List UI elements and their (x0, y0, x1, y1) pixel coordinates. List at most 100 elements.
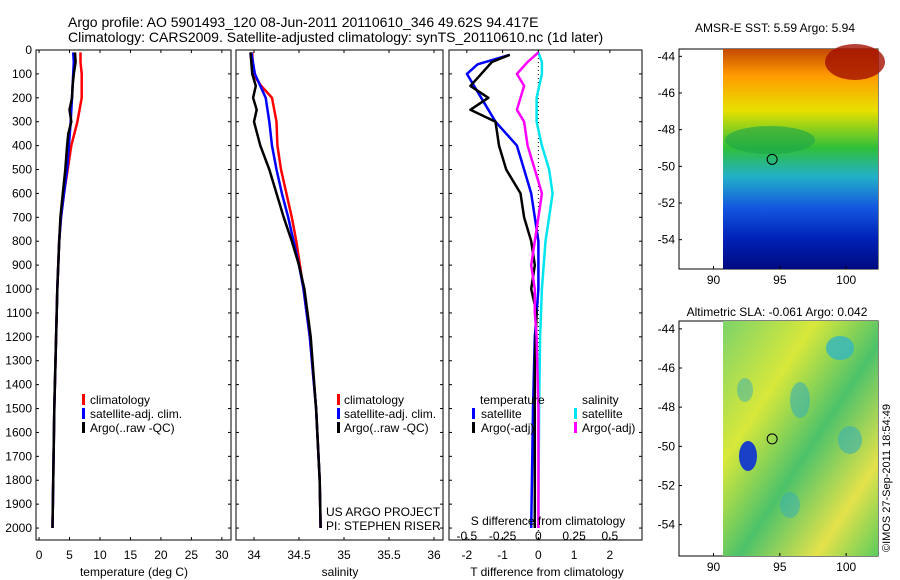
x-tick-label: 20 (154, 548, 168, 562)
depth-tick-label: 1300 (5, 354, 32, 368)
x-tick-label: 36 (427, 548, 441, 562)
salinity-axes (235, 49, 444, 541)
legend-label-t-satellite: satellite (481, 407, 522, 421)
x-tick-label: 25 (185, 548, 199, 562)
legend-label-satellite: satellite-adj. clim. (344, 407, 436, 421)
depth-tick-label: 1200 (5, 330, 32, 344)
s-tick-label: 0.5 (601, 529, 618, 543)
legend-header-temperature: temperature (480, 393, 545, 407)
sla-cyan-eddy (780, 492, 800, 518)
legend-label-climatology: climatology (90, 393, 150, 407)
legend-label-t-argo: Argo(-adj) (481, 421, 534, 435)
header-line-2: Climatology: CARS2009. Satellite-adjuste… (68, 29, 603, 45)
depth-tick-label: 1100 (6, 306, 32, 320)
x-tick-label: 2 (606, 548, 613, 562)
series-line (515, 51, 544, 528)
legend-swatch-s-argo (574, 422, 577, 433)
difference-axes (448, 49, 643, 541)
lat-tick-label: -44 (658, 322, 676, 336)
lat-tick-label: -46 (658, 86, 676, 100)
lat-tick-label: -54 (658, 518, 676, 532)
lat-tick-label: -48 (658, 123, 676, 137)
project-annotation: US ARGO PROJECT (326, 505, 441, 519)
depth-tick-label: 1900 (5, 497, 32, 511)
legend-swatch-t-satellite (472, 408, 475, 419)
lon-tick-label: 100 (836, 273, 856, 287)
lat-tick-label: -44 (658, 49, 676, 63)
header-line-1: Argo profile: AO 5901493_120 08-Jun-2011… (68, 14, 538, 30)
depth-tick-label: 1700 (5, 449, 32, 463)
x-tick-label: 15 (124, 548, 138, 562)
s-tick-label: 0.25 (562, 529, 586, 543)
x-tick-label: -1 (497, 548, 508, 562)
sla-map-title: Altimetric SLA: -0.061 Argo: 0.042 (687, 305, 868, 319)
temperature-axes (35, 49, 232, 541)
legend-label-s-satellite: satellite (582, 407, 623, 421)
x-tick-label: 0 (36, 548, 43, 562)
series-line (249, 52, 322, 529)
temperature-panel: 0100200300400500600700800900100011001200… (5, 43, 232, 579)
x-tick-label: 35.5 (377, 548, 401, 562)
x-tick-label: -2 (462, 548, 473, 562)
series-line (51, 52, 77, 529)
sst-green-patch (725, 126, 815, 154)
sla-map-panel: Altimetric SLA: -0.061 Argo: 0.042 90 95 1… (658, 305, 879, 574)
legend-swatch-climatology (82, 394, 85, 405)
x-tick-label: 35 (337, 548, 351, 562)
legend-swatch-t-argo (472, 422, 475, 433)
lon-tick-label: 90 (707, 273, 721, 287)
credit-stamp: ©IMOS 27-Sep-2011 18:54:49 (881, 404, 893, 552)
x-tick-label: 5 (66, 548, 73, 562)
depth-tick-label: 800 (12, 234, 32, 248)
sla-blue-eddy (739, 441, 757, 471)
depth-tick-label: 1400 (5, 378, 32, 392)
sst-map-field (723, 49, 878, 269)
depth-tick-label: 900 (12, 258, 32, 272)
legend-swatch-satellite (82, 408, 85, 419)
depth-tick-label: 1600 (5, 425, 32, 439)
depth-tick-label: 0 (25, 43, 32, 57)
depth-tick-label: 1800 (5, 473, 32, 487)
legend-swatch-argo (82, 422, 85, 433)
depth-tick-label: 400 (12, 139, 32, 153)
s-tick-label: 0 (535, 529, 542, 543)
legend-swatch-s-satellite (574, 408, 577, 419)
legend-label-satellite: satellite-adj. clim. (90, 407, 182, 421)
depth-tick-label: 200 (12, 91, 32, 105)
depth-tick-label: 1000 (5, 282, 32, 296)
depth-tick-label: 2000 (5, 521, 32, 535)
legend-label-climatology: climatology (344, 393, 404, 407)
lat-tick-label: -50 (658, 439, 676, 453)
pi-annotation: PI: STEPHEN RISER (326, 519, 441, 533)
sst-map-panel: AMSR-E SST: 5.59 Argo: 5.94 (658, 21, 885, 287)
sla-argo-marker (766, 433, 778, 445)
lat-tick-label: -52 (658, 196, 676, 210)
lon-tick-label: 90 (707, 560, 721, 574)
salinity-panel: 34 34.5 35 35.5 36 salinity climatology sate… (235, 49, 444, 579)
series-line (535, 51, 554, 529)
legend-label-argo: Argo(..raw -QC) (90, 421, 175, 435)
lon-tick-label: 100 (836, 560, 856, 574)
x-tick-label: 34 (247, 548, 261, 562)
difference-xlabel: T difference from climatology (470, 565, 624, 579)
sst-map-title: AMSR-E SST: 5.59 Argo: 5.94 (695, 21, 855, 35)
lat-tick-label: -50 (658, 159, 676, 173)
s-tick-label: -0.5 (457, 529, 478, 543)
lat-tick-label: -46 (658, 361, 676, 375)
sla-cyan-eddy (790, 382, 810, 418)
lat-tick-label: -48 (658, 400, 676, 414)
depth-tick-label: 700 (12, 210, 32, 224)
sst-warm-patch (825, 44, 885, 80)
legend-swatch-satellite (337, 408, 340, 419)
salinity-legend: climatology satellite-adj. clim. Argo(..… (337, 393, 436, 435)
legend-label-s-argo: Argo(-adj) (582, 421, 635, 435)
depth-tick-label: 300 (12, 115, 32, 129)
lon-tick-label: 95 (773, 273, 787, 287)
temperature-xlabel: temperature (deg C) (80, 565, 188, 579)
lat-tick-label: -54 (658, 233, 676, 247)
salinity-xlabel: salinity (322, 565, 359, 579)
depth-tick-label: 100 (12, 67, 32, 81)
legend-label-argo: Argo(..raw -QC) (344, 421, 429, 435)
temperature-legend: climatology satellite-adj. clim. Argo(..… (82, 393, 182, 435)
